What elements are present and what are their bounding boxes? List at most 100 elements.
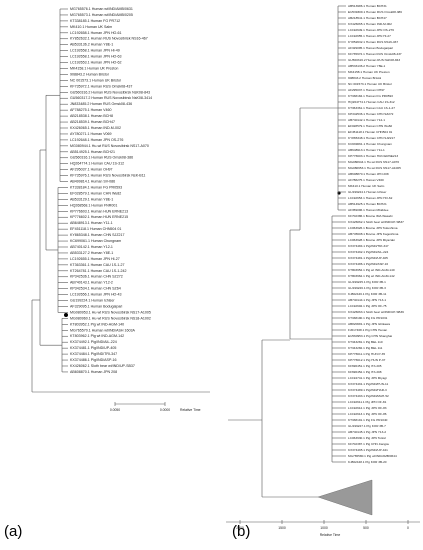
leaf-label: AB218539.1 Human BCH47: [70, 120, 115, 124]
leaf-label: LC192656.1 Human JPN HO-43: [70, 293, 122, 297]
leaf-label: KX374484.1 Pig/IND/TRI-347: [70, 352, 117, 356]
scale-label: 1000: [320, 526, 328, 530]
leaf-label: EU560953.1 Pig CHN Shanghai: [348, 334, 392, 338]
leaf-label: LC192655.1 Human JPN HI-27: [348, 34, 391, 38]
leaf-label: KX374492.1 Pig/IND/AIL-224: [70, 340, 117, 344]
leaf-label: KY852632.1 Human RUS NS16-467: [348, 40, 398, 44]
leaf-label: GU199226.1 Pig KOR 3B-3: [348, 286, 386, 290]
leaf-label: AB740143.1 Human Y12-2: [70, 281, 113, 285]
leaf-label: MK410.1 Human UK Salm: [348, 184, 385, 188]
leaf-label: AB740142.1 Human Y12-1: [70, 245, 113, 249]
leaf-label: KT338190.1 Pig FG PR1031: [348, 316, 388, 320]
leaf-label: AF359096.1 Human Mbiddee: [348, 208, 389, 212]
leaf-label: GU560316.2 Human RUS NsK08-843: [348, 58, 400, 62]
leaf-label: HQ268568.1 Human FNR001: [70, 203, 117, 207]
leaf-label: KT338191.1 Pig FG PR1040: [348, 418, 388, 422]
leaf-label: LC192649.1 Human JPN OS-276: [348, 28, 394, 32]
leaf-label: LC192658.1 Human JPN HO-63: [70, 55, 122, 59]
leaf-label: KX374495.1 Pig/IND/UP-421: [348, 448, 388, 452]
scale-label: 0.0000: [160, 408, 170, 412]
leaf-label: KC699061.1 Human Chungnam: [348, 142, 392, 146]
leaf-label: MG080953.1 Hu-wt RUS NS17-A1005: [348, 166, 401, 170]
leaf-label: AB648913.1 Human Y11-1: [348, 148, 385, 152]
leaf-label: AB740144.1 Pig JPN Y13-1: [348, 298, 386, 302]
leaf-label: KP776603.1 Human HUN ERNE213: [348, 154, 398, 158]
leaf-label: 908843.2 Human Bristol: [70, 72, 109, 76]
leaf-label: KF735972.1 Human RUS Omsk08-437: [70, 84, 132, 88]
leaf-label: AB218541.1 Human BCH47: [348, 16, 387, 20]
leaf-label: KT343281.1 Pig BEL 110: [348, 340, 383, 344]
leaf-label: HQ264774.1 Human CAU 1S-312: [348, 100, 395, 104]
leaf-label: GU199227.1 Pig KOR 3B-7: [348, 424, 386, 428]
leaf-label: AB745608.1 Bovine JPN Kagoshima: [348, 232, 399, 236]
leaf-label: KX374486.1 Pig/IND/ASP-16: [70, 358, 117, 362]
leaf-label: LC192613.1 Pig JPN OF-86: [348, 412, 387, 416]
leaf-label: LC192655.1 Human JPN HI-27: [70, 257, 120, 261]
leaf-label: MG765576.1 Human wt/IND/AMB/0631: [70, 7, 133, 11]
leaf-label: LC192653.1 Human JPN HO-62: [348, 196, 393, 200]
leaf-label: AF295037.1 Human OH97: [348, 88, 385, 92]
leaf-label: AB608870.1 Human JPN 208: [70, 370, 117, 374]
leaf-label: KJ802448.1 Pig KOR 3B-20: [348, 460, 387, 464]
panel-label: (b): [232, 523, 250, 540]
leaf-label: KT338184.1 Human FG PR0593: [70, 185, 122, 189]
scale-label: 1500: [278, 526, 286, 530]
leaf-label: MG080960.1 Hu-wt RUS Novosibirsk NS18-A1…: [70, 316, 151, 320]
leaf-label: GU560316.1 Human RUS Omsk08-386: [70, 156, 133, 160]
leaf-label: KX426062.1 Sloth bear wt/IND/UP-SB37: [348, 220, 404, 224]
leaf-label: AY780271.1 Human V069: [70, 132, 112, 136]
leaf-label: LC192612.1 Pig JPN OF-83: [348, 406, 387, 410]
leaf-label: MG765573.1 Human wt/IND/AMB/0205: [70, 13, 133, 17]
collapsed-clade: [317, 479, 373, 516]
leaf-label: MG765570.1 Human wt/IND/ASH 1603A: [70, 328, 136, 332]
leaf-label: GU560316.2 Human RUS Novosibirsk NsK08-8…: [70, 90, 150, 94]
leaf-label: AB533136.2 Human Y8E-1: [348, 64, 386, 68]
leaf-label: KX374481.1 Pig/IND/UP-405: [70, 346, 116, 350]
leaf-label: NC 001573.1 Human UK Bristol: [70, 78, 121, 82]
leaf-label: KT343282.1 Pig BEL 111: [348, 346, 383, 350]
leaf-label: MG080944.1 Hu-wt RUS Novosibirsk NS17-A0…: [70, 144, 149, 148]
leaf-label: KF696451.1 Pig ITA 205: [348, 364, 382, 368]
leaf-label: KP342534.1 Human CHN SZ64: [70, 287, 121, 291]
leaf-label: LC192611.1 Pig JPN OF-81: [348, 400, 387, 404]
leaf-label: KT803952.1 Pig wt IND-AGM-140: [70, 322, 124, 326]
leaf-label: MG765580.1 Pig wt/IND/AMB/0644: [348, 454, 397, 458]
leaf-label: AB533136.2 Human Y8E-1: [70, 43, 113, 47]
leaf-label: MK4158.1 Human UK Preston: [348, 70, 390, 74]
leaf-label: MG080953.1 Hu-wt RUS Novosibirsk NS17-A1…: [70, 310, 151, 314]
leaf-label: KX374484.1 Pig/IND/TRI-347: [348, 244, 389, 248]
leaf-label: AF329095.1 Human Bodugaipari: [348, 46, 393, 50]
leaf-label: KF735972.1 Human RUS Omsk08-437: [348, 52, 402, 56]
scale-title: Relative Time: [180, 408, 201, 412]
leaf-label: KT363361.1 Human CAU 1S-1-27: [348, 106, 395, 110]
leaf-label: KX374491.1 Pig/IND/PUN-11: [348, 382, 388, 386]
leaf-label: KT803952.1 Pig wt IND-AGM-140: [348, 268, 395, 272]
leaf-label: KP776603.1 Human HUN ERNE213: [70, 209, 128, 213]
leaf-label: LC192658.1 Human JPN HO-61: [70, 31, 122, 35]
leaf-label: KY852632.1 Human RUS Novosibirsk NS16-46…: [70, 37, 148, 41]
leaf-label: AB648913.1 Human Y11-1: [70, 221, 113, 225]
leaf-label: KF702387.1 Pig CHN Jiangsu: [348, 442, 390, 446]
leaf-label: MK410.1 Human UK Salm: [70, 25, 112, 29]
leaf-label: MK4158.1 Human UK Preston: [70, 66, 118, 70]
leaf-label: AB740142.1 Human Y12-1: [348, 118, 385, 122]
scale-label: 500: [363, 526, 369, 530]
leaf-label: AB514925.1 Human BCH21: [348, 202, 387, 206]
leaf-label: KX374493.1 Pig/IND/MAH-52: [348, 394, 389, 398]
leaf-label: GU560317.2 Human RUS Novosibirsk NsK08-3…: [70, 96, 152, 100]
leaf-label: KP342536.1 Human CHN SZ272: [348, 112, 394, 116]
leaf-label: MG080944.1 Hu-wt RUS NS17-A070: [348, 160, 399, 164]
leaf-label: KX426063.1 Sloth bear wt/IND/UP-SB39: [348, 310, 404, 314]
scale-label: 0: [407, 526, 409, 530]
leaf-label: KT338185.1 Human FG PR712: [70, 19, 120, 23]
leaf-label: KP776602.1 Human HUN ERNE215: [70, 215, 128, 219]
leaf-label: LC063926.1 Bovine JPN Tokushima: [348, 226, 398, 230]
leaf-label: LC063930.1 Pig JPN Tottori: [348, 436, 386, 440]
leaf-label: KY865348.1 Human CHN SJZ217: [70, 233, 125, 237]
leaf-label: KX374492.1 Pig/IND/AIL-224: [348, 250, 389, 254]
leaf-label: HQ264774.1 Human CAU 1S-312: [70, 162, 124, 166]
panel-label: (a): [4, 523, 22, 540]
leaf-label: EF451118.1 Human CHN504 01: [70, 227, 121, 231]
leaf-label: LC192658.1 Human JPN HI-49: [70, 49, 120, 53]
